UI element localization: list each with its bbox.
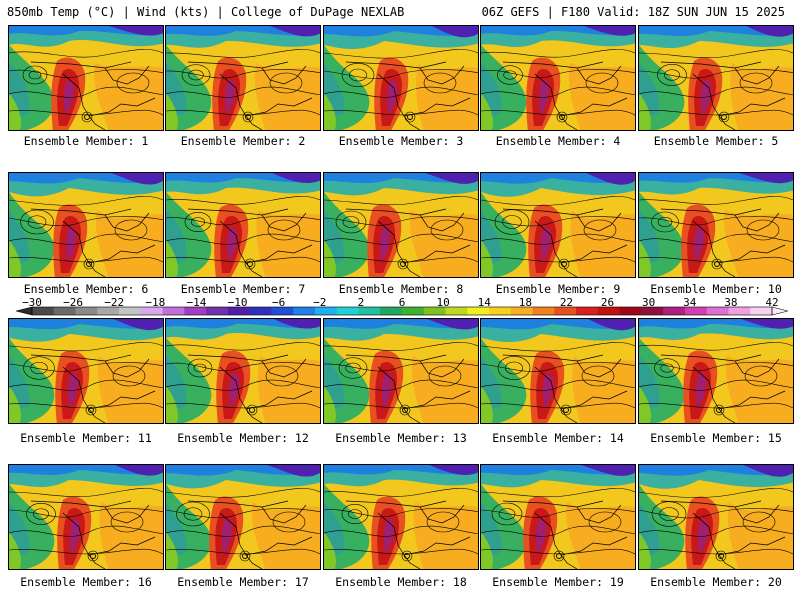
ensemble-member-label: Ensemble Member: 11 <box>20 431 152 445</box>
colorbar-tick-label: −10 <box>227 296 248 309</box>
ensemble-member-label: Ensemble Member: 10 <box>650 282 782 296</box>
colorbar-tick-label: −14 <box>186 296 207 309</box>
header-valid-time: 06Z GEFS | F180 Valid: 18Z SUN JUN 15 20… <box>481 5 785 19</box>
ensemble-member-map <box>165 318 321 424</box>
colorbar-swatch <box>510 307 534 315</box>
colorbar-swatch <box>206 307 229 315</box>
ensemble-member-label: Ensemble Member: 13 <box>335 431 467 445</box>
colorbar-swatch <box>532 307 555 315</box>
ensemble-member-map <box>323 318 479 424</box>
ensemble-member-label: Ensemble Member: 12 <box>177 431 309 445</box>
ensemble-member-map <box>8 25 164 131</box>
ensemble-member-map <box>165 25 321 131</box>
colorbar-tick-label: −18 <box>145 296 166 309</box>
colorbar-swatch <box>576 307 599 315</box>
colorbar-swatch <box>227 307 251 315</box>
ensemble-member-map <box>638 172 794 278</box>
colorbar-swatch <box>423 307 447 315</box>
ensemble-member-label: Ensemble Member: 5 <box>653 134 779 148</box>
colorbar-tick-label: −2 <box>313 296 327 309</box>
header-title: 850mb Temp (°C) | Wind (kts) | College o… <box>7 5 405 19</box>
colorbar-swatch <box>663 307 686 315</box>
ensemble-member-label: Ensemble Member: 16 <box>20 575 152 589</box>
colorbar-tick-label: 18 <box>518 296 532 309</box>
colorbar-tick-label: 42 <box>765 296 779 309</box>
ensemble-member-label: Ensemble Member: 8 <box>338 282 464 296</box>
colorbar-tick-label: −26 <box>63 296 84 309</box>
colorbar-swatch <box>445 307 468 315</box>
ensemble-member-map <box>165 464 321 570</box>
colorbar-tick-label: −30 <box>22 296 42 309</box>
ensemble-member-map <box>8 172 164 278</box>
colorbar-swatch <box>597 307 621 315</box>
colorbar-swatch <box>489 307 512 315</box>
colorbar-swatch <box>706 307 729 315</box>
colorbar-tick-label: 22 <box>559 296 574 309</box>
ensemble-member-map <box>638 318 794 424</box>
colorbar-swatch <box>380 307 403 315</box>
colorbar-tick-label: 38 <box>724 296 738 309</box>
colorbar-tick-label: 10 <box>436 296 450 309</box>
temperature-colorbar <box>0 296 800 318</box>
ensemble-member-label: Ensemble Member: 17 <box>177 575 309 589</box>
ensemble-member-map <box>8 464 164 570</box>
ensemble-member-map <box>8 318 164 424</box>
colorbar-swatch <box>314 307 338 315</box>
ensemble-member-label: Ensemble Member: 19 <box>492 575 624 589</box>
colorbar-tick-label: 30 <box>642 296 656 309</box>
ensemble-member-map <box>480 172 636 278</box>
colorbar-swatch <box>358 307 381 315</box>
ensemble-member-label: Ensemble Member: 3 <box>338 134 464 148</box>
colorbar-swatch <box>293 307 316 315</box>
ensemble-member-map <box>480 25 636 131</box>
colorbar-swatch <box>728 307 751 315</box>
colorbar-tick-label: 2 <box>357 296 365 309</box>
colorbar-swatch <box>119 307 142 315</box>
ensemble-member-map <box>480 464 636 570</box>
ensemble-member-map <box>165 172 321 278</box>
colorbar-swatch <box>402 307 425 315</box>
colorbar-swatch <box>53 307 77 315</box>
colorbar-tick-label: 14 <box>477 296 491 309</box>
colorbar-swatch <box>249 307 272 315</box>
ensemble-member-label: Ensemble Member: 14 <box>492 431 624 445</box>
ensemble-member-map <box>323 25 479 131</box>
colorbar-swatch <box>619 307 642 315</box>
colorbar-tick-label: 6 <box>398 296 406 309</box>
ensemble-member-map <box>638 464 794 570</box>
colorbar-swatch <box>684 307 708 315</box>
ensemble-member-label: Ensemble Member: 9 <box>495 282 621 296</box>
colorbar-frame <box>31 306 773 316</box>
colorbar-tick-label: −22 <box>104 296 125 309</box>
colorbar-swatch <box>184 307 207 315</box>
ensemble-member-label: Ensemble Member: 6 <box>23 282 149 296</box>
ensemble-member-label: Ensemble Member: 18 <box>335 575 467 589</box>
colorbar-swatch <box>162 307 185 315</box>
colorbar-swatch <box>140 307 164 315</box>
colorbar-swatch <box>32 307 55 315</box>
ensemble-member-map <box>323 464 479 570</box>
colorbar-swatch <box>467 307 490 315</box>
ensemble-member-label: Ensemble Member: 15 <box>650 431 782 445</box>
colorbar-tick-label: 26 <box>600 296 615 309</box>
colorbar-swatch <box>336 307 359 315</box>
colorbar-swatch <box>554 307 577 315</box>
ensemble-member-label: Ensemble Member: 7 <box>180 282 306 296</box>
ensemble-member-map <box>323 172 479 278</box>
ensemble-member-label: Ensemble Member: 20 <box>650 575 782 589</box>
colorbar-tick-label: −6 <box>272 296 286 309</box>
ensemble-member-label: Ensemble Member: 1 <box>23 134 149 148</box>
colorbar-swatch <box>97 307 120 315</box>
colorbar-swatch <box>750 307 773 315</box>
colorbar-swatch <box>75 307 98 315</box>
colorbar-tick-label: 34 <box>683 296 697 309</box>
ensemble-member-label: Ensemble Member: 2 <box>180 134 306 148</box>
colorbar-swatch <box>641 307 664 315</box>
ensemble-member-map <box>638 25 794 131</box>
ensemble-member-label: Ensemble Member: 4 <box>495 134 621 148</box>
ensemble-member-map <box>480 318 636 424</box>
colorbar-swatch <box>271 307 294 315</box>
